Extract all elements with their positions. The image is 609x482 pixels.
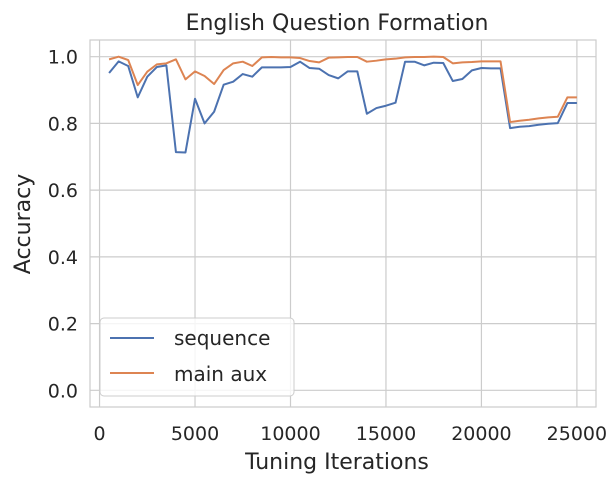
y-tick-label: 0.4 [48,247,78,269]
x-tick-label: 20000 [451,423,511,445]
legend-label-sequence: sequence [174,326,270,350]
series-lines [108,55,577,154]
y-tick-label: 0.0 [48,380,78,402]
chart-title: English Question Formation [186,11,489,36]
y-tick-label: 1.0 [48,47,78,69]
plot-area-border [89,39,597,408]
y-tick-label: 0.6 [48,180,78,202]
x-tick-label: 25000 [547,423,607,445]
series-line-main-aux [108,55,577,124]
legend: sequence main aux [99,317,295,397]
y-axis-label: Accuracy [11,174,36,274]
x-tick-label: 10000 [260,423,320,445]
y-tick-label: 0.8 [48,113,78,135]
legend-label-main-aux: main aux [174,362,267,386]
x-tick-label: 5000 [171,423,219,445]
x-axis-label: Tuning Iterations [244,450,429,475]
y-tick-labels: 0.0 0.2 0.4 0.6 0.8 1.0 [48,47,78,403]
x-tick-label: 15000 [356,423,416,445]
x-tick-labels: 0 5000 10000 15000 20000 25000 [94,423,608,445]
series-line-sequence [108,60,577,154]
y-tick-label: 0.2 [48,314,78,336]
x-tick-label: 0 [94,423,106,445]
